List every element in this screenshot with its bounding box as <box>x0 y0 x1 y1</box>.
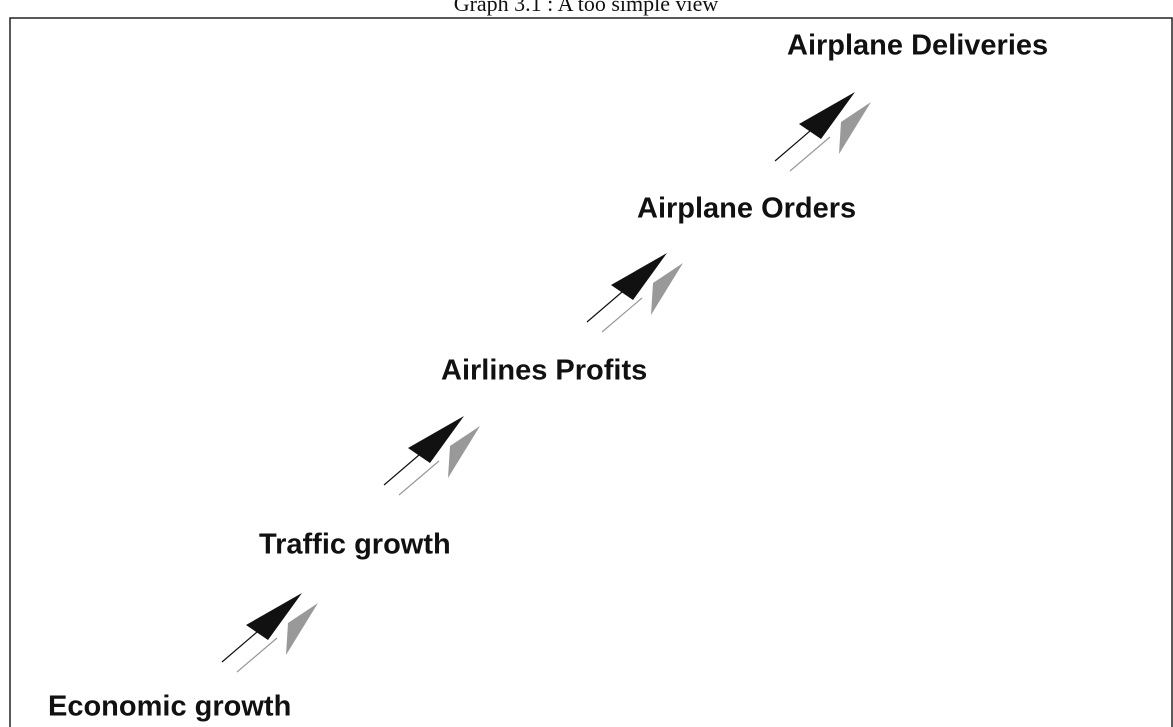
node-label: Airlines Profits <box>441 355 647 387</box>
arrow <box>221 592 319 673</box>
frame <box>9 17 1173 727</box>
arrow <box>586 252 684 333</box>
node-label: Airplane Deliveries <box>787 30 1048 62</box>
node-label: Airplane Orders <box>637 193 856 225</box>
arrow <box>774 91 872 172</box>
title: Graph 3.1 : A too simple view <box>454 0 719 16</box>
node-label: Traffic growth <box>259 529 451 561</box>
arrow <box>383 415 481 496</box>
node-label: Economic growth <box>48 691 291 723</box>
